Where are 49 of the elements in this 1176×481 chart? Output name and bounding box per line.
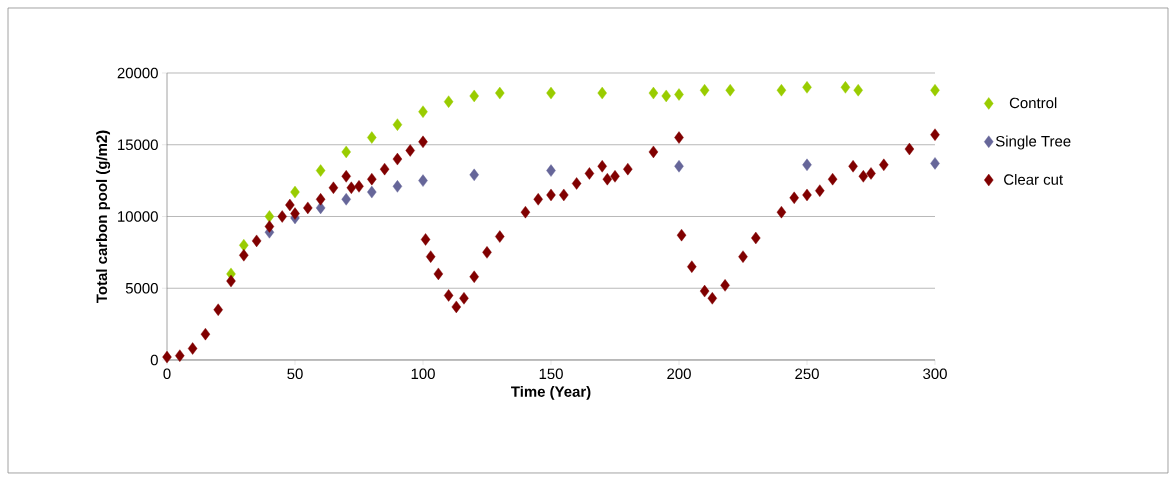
point <box>418 105 428 118</box>
point <box>802 81 812 94</box>
legend-label: Clear cut <box>1004 173 1063 185</box>
point <box>674 88 684 101</box>
point <box>341 193 351 206</box>
x-tick-label: 50 <box>287 368 303 380</box>
point <box>674 160 684 173</box>
point <box>930 157 940 170</box>
point <box>239 238 249 252</box>
x-tick-label: 150 <box>539 368 563 380</box>
point <box>469 168 479 182</box>
point <box>840 81 851 94</box>
legend-label: Single Tree <box>995 135 1071 150</box>
y-tick-label: 10000 <box>118 211 158 222</box>
y-tick-label: 0 <box>150 354 158 366</box>
point <box>776 84 787 97</box>
point <box>392 118 403 131</box>
point <box>392 180 403 193</box>
point <box>546 86 556 100</box>
point <box>264 210 275 223</box>
x-tick-label: 100 <box>411 368 435 380</box>
x-tick-label: 0 <box>163 368 171 380</box>
point <box>418 174 428 187</box>
y-tick-label: 20000 <box>117 67 158 79</box>
y-tick-label: 15000 <box>118 139 158 151</box>
point <box>290 185 300 199</box>
point <box>495 86 505 100</box>
point <box>699 84 710 97</box>
x-tick-label: 200 <box>667 368 691 380</box>
y-axis-title: Total carbon pool (g/m2) <box>96 130 111 303</box>
point <box>648 86 659 100</box>
point <box>802 158 812 172</box>
point <box>930 84 940 97</box>
point <box>443 95 454 108</box>
x-tick-label: 300 <box>923 368 947 380</box>
point <box>661 89 671 103</box>
x-tick-label: 250 <box>795 368 819 380</box>
point <box>315 164 326 177</box>
y-tick-label: 5000 <box>125 282 158 294</box>
legend-label: Control <box>1009 97 1057 109</box>
x-axis-title: Time (Year) <box>511 385 591 400</box>
point <box>367 131 377 144</box>
point <box>367 185 377 199</box>
point <box>546 164 556 177</box>
point <box>341 145 351 159</box>
point <box>469 89 479 103</box>
point <box>853 84 863 97</box>
point <box>725 84 735 97</box>
point <box>597 86 607 100</box>
